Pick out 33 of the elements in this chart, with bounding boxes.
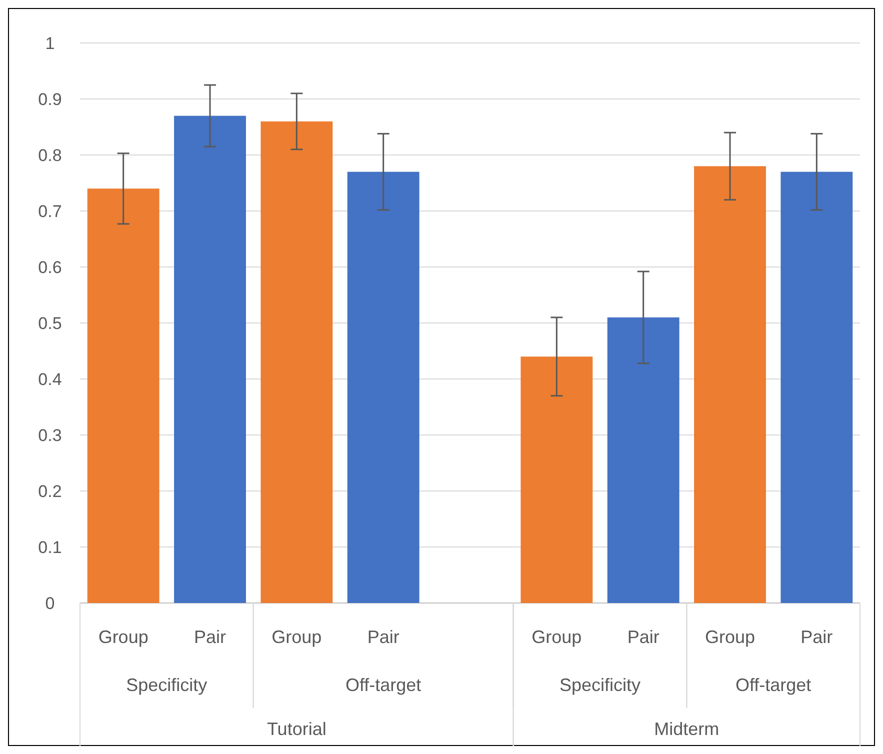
y-tick-label: 0.1 xyxy=(38,538,62,557)
text: Off-target xyxy=(735,675,812,695)
y-tick-label: 0.8 xyxy=(38,146,62,165)
bar xyxy=(87,188,160,603)
x-tick-label: Group xyxy=(704,627,756,647)
y-tick-label: 0.2 xyxy=(38,482,62,501)
text: Specificity xyxy=(126,675,208,695)
y-tick-label: 0.5 xyxy=(38,314,62,333)
y-tick-label: 0.9 xyxy=(38,90,62,109)
x-tick-label: Pair xyxy=(367,627,400,647)
x-tick-label: Pair xyxy=(194,627,226,647)
x-tick-label: Pair xyxy=(800,627,833,647)
x-tick-label: Group xyxy=(98,627,148,647)
x-tick-label: Group xyxy=(532,627,582,647)
y-tick-label: 0.4 xyxy=(38,370,62,389)
bar xyxy=(607,317,680,603)
text: Midterm xyxy=(654,719,720,739)
y-tick-label: 1 xyxy=(45,34,55,53)
y-tick-label: 0.3 xyxy=(38,426,62,445)
bar xyxy=(174,116,246,603)
text: Off-target xyxy=(345,675,422,695)
text: Specificity xyxy=(559,675,641,695)
text: Tutorial xyxy=(266,719,326,739)
bar xyxy=(520,356,593,603)
bar xyxy=(780,172,853,603)
bar xyxy=(347,172,420,603)
y-tick-label: 0.7 xyxy=(38,202,62,221)
bar xyxy=(694,166,766,603)
x-tick-label: Pair xyxy=(627,627,660,647)
y-tick-label: 0 xyxy=(45,594,55,613)
y-tick-label: 0.6 xyxy=(38,258,62,277)
bar xyxy=(260,121,333,603)
x-tick-label: Group xyxy=(272,627,322,647)
